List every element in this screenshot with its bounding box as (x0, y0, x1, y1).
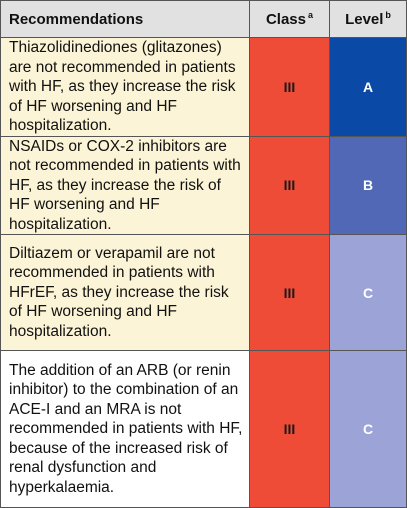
class-value: III (249, 37, 330, 137)
header-level-footnote: b (385, 10, 391, 20)
header-recommendations: Recommendations (0, 0, 250, 38)
table-header-row: Recommendations Class a Level b (0, 0, 407, 38)
table-row: Thiazolidinediones (glitazones) are not … (0, 37, 407, 137)
table-row: NSAIDs or COX-2 inhibitors are not recom… (0, 135, 407, 235)
class-value: III (249, 234, 330, 351)
table-row: The addition of an ARB (or renin inhibit… (0, 350, 407, 508)
recommendation-text: The addition of an ARB (or renin inhibit… (0, 350, 250, 508)
header-level: Level b (329, 0, 407, 38)
level-value: C (329, 350, 407, 508)
header-level-label: Level (345, 11, 384, 28)
level-value: B (329, 135, 407, 235)
header-class-footnote: a (308, 10, 314, 20)
header-class-label: Class (265, 11, 306, 28)
recommendation-text: Thiazolidinediones (glitazones) are not … (0, 37, 250, 137)
level-value: A (329, 37, 407, 137)
header-class: Class a (249, 0, 330, 38)
recommendation-text: NSAIDs or COX-2 inhibitors are not recom… (0, 135, 250, 235)
table-row: Diltiazem or verapamil are not recommend… (0, 234, 407, 351)
class-value: III (249, 350, 330, 508)
level-value: C (329, 234, 407, 351)
recommendation-text: Diltiazem or verapamil are not recommend… (0, 234, 250, 351)
class-value: III (249, 135, 330, 235)
